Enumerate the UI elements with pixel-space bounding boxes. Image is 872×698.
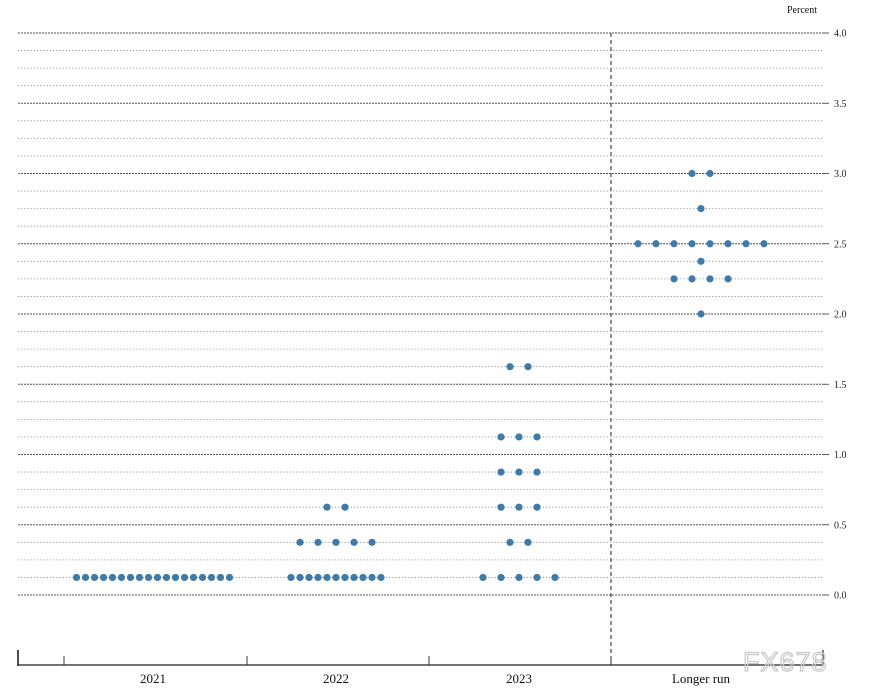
data-dot [515,433,523,441]
x-category-label: 2021 [140,671,166,686]
data-dot [497,433,505,441]
data-dot [551,573,559,582]
data-dot [724,275,732,283]
y-tick-label: 2.5 [834,239,847,250]
data-dot [368,538,376,546]
data-dot [296,573,304,582]
data-dot [90,573,99,582]
data-dot [323,573,331,582]
data-dot [99,573,108,582]
data-dot [688,169,696,178]
data-dot [524,538,532,546]
data-dot [117,573,126,582]
data-dot [497,468,505,476]
data-dot [706,169,714,178]
data-dot [296,538,304,546]
y-tick-label: 1.0 [834,450,847,461]
data-dot [216,573,225,582]
data-dot [515,573,523,582]
data-dot [533,503,541,511]
data-dot [81,573,90,582]
data-dot [533,573,541,582]
data-dot [706,275,714,283]
data-dots [72,169,768,582]
data-dot [72,573,81,582]
data-dot [688,240,696,248]
data-dot [314,573,322,582]
data-dot [171,573,180,582]
y-tick-label: 1.5 [834,380,847,391]
data-dot [515,503,523,511]
data-dot [377,573,385,582]
data-dot [760,240,768,248]
data-dot [287,573,295,582]
y-tick-label: 3.5 [834,99,847,110]
data-dot [108,573,117,582]
data-dot [506,538,514,546]
data-dot [180,573,189,582]
data-dot [135,573,144,582]
data-dot [524,363,532,371]
data-dot [697,257,705,265]
data-dot [153,573,162,582]
data-dot [533,433,541,441]
data-dot [497,573,505,582]
data-dot [198,573,207,582]
data-dot [688,275,696,283]
data-dot [350,573,358,582]
data-dot [162,573,171,582]
x-category-label: Longer run [672,671,731,686]
data-dot [479,573,487,582]
axes [17,33,824,666]
data-dot [305,573,313,582]
data-dot [341,573,349,582]
data-dot [332,538,340,546]
data-dot [332,573,340,582]
data-dot [533,468,541,476]
data-dot [706,240,714,248]
data-dot [670,240,678,248]
data-dot [634,240,642,248]
data-dot [314,538,322,546]
y-tick-label: 0.5 [834,520,847,531]
data-dot [207,573,216,582]
data-dot [697,205,705,213]
data-dot [368,573,376,582]
data-dot [497,503,505,511]
data-dot [359,573,367,582]
data-dot [742,240,750,248]
data-dot [144,573,153,582]
data-dot [341,503,349,511]
y-tick-label: 0.0 [834,591,847,602]
x-axis-categories: 2021 2022 2023 Longer run [140,671,731,686]
y-tick-label: 4.0 [834,29,847,40]
data-dot [652,240,660,248]
data-dot [225,573,234,582]
x-category-label: 2022 [323,671,349,686]
data-dot [126,573,135,582]
data-dot [323,503,331,511]
data-dot [724,240,732,248]
x-category-label: 2023 [506,671,532,686]
y-axis-ticks: 0.0 0.5 1.0 1.5 2.0 2.5 3.0 3.5 4.0 [823,29,847,602]
data-dot [350,538,358,546]
y-tick-label: 3.0 [834,169,847,180]
data-dot [506,363,514,371]
y-tick-label: 2.0 [834,310,847,321]
data-dot [697,310,705,318]
data-dot [670,275,678,283]
y-axis-unit-label: Percent [787,5,817,16]
watermark-logo: FX678 [743,647,828,677]
data-dot [189,573,198,582]
data-dot [515,468,523,476]
